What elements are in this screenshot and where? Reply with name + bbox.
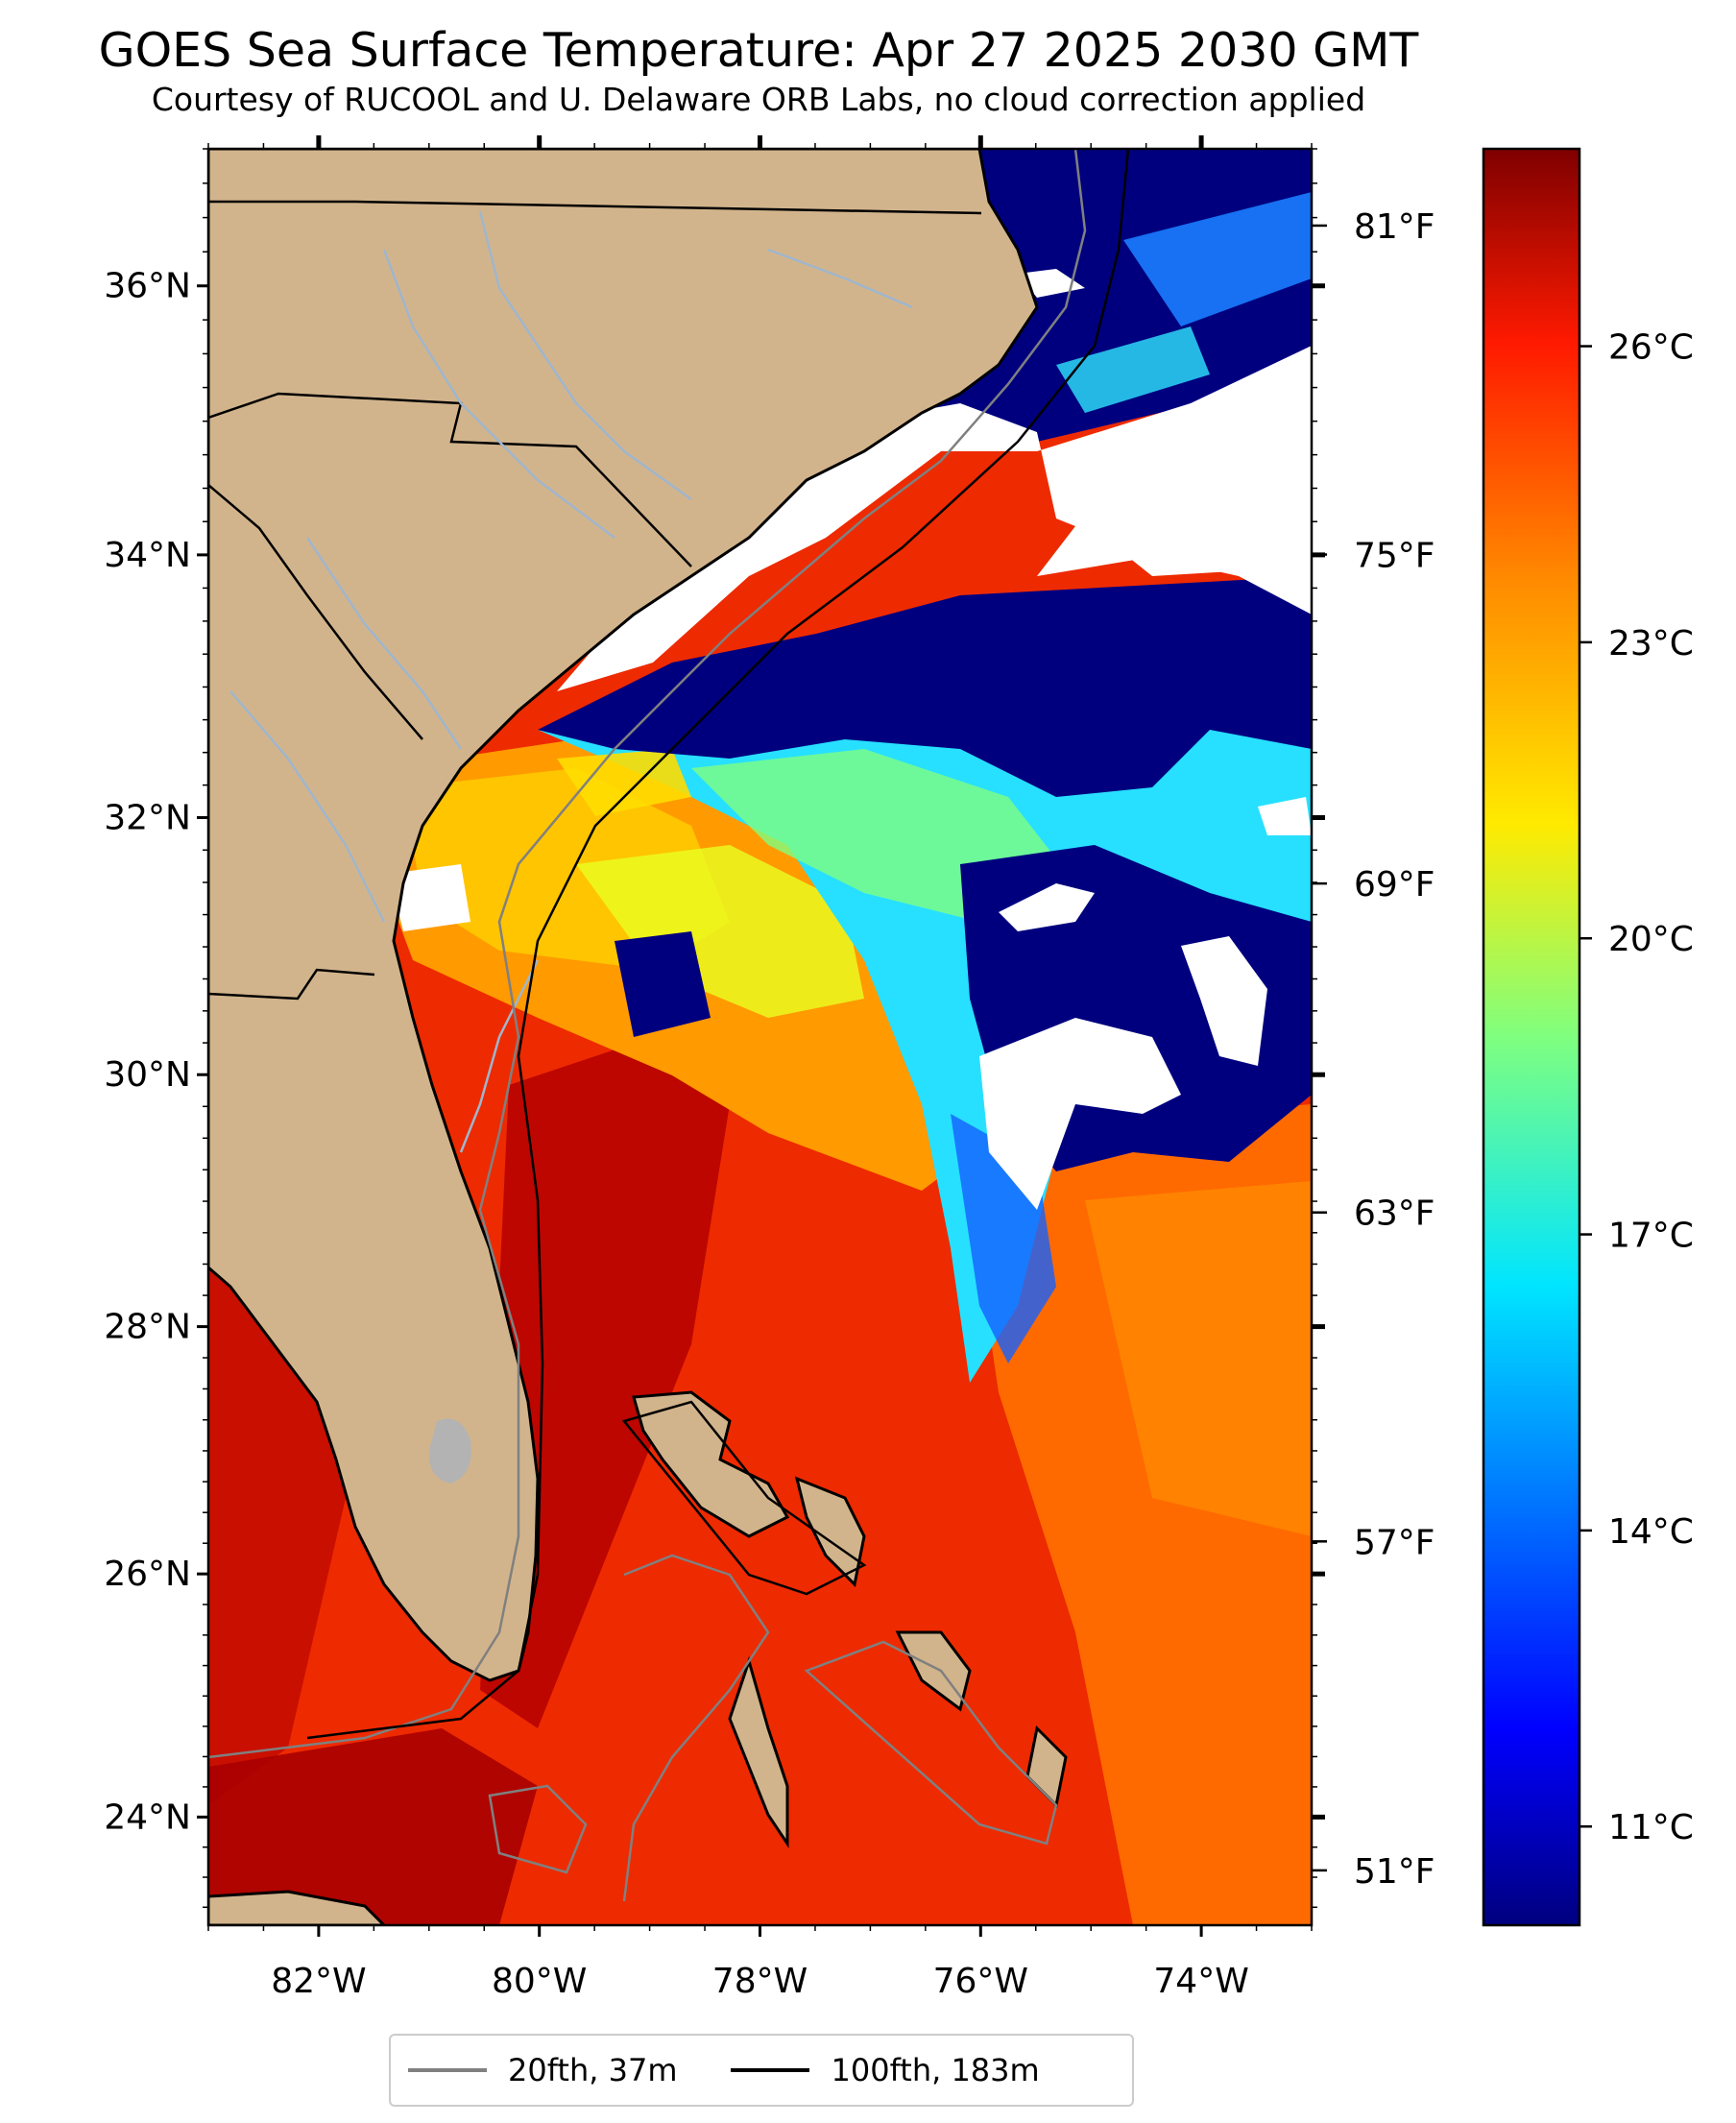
legend-item-100fth: 100fth, 183m — [731, 2052, 1040, 2088]
lon-tick-label: 82°W — [271, 1962, 366, 2001]
map-panel — [208, 149, 1312, 1925]
lon-tick-label: 76°W — [933, 1962, 1028, 2001]
colorbar-tick-label: 23°C — [1608, 624, 1694, 663]
lat-tick-label: 30°N — [104, 1055, 191, 1095]
lon-tick-label: 74°W — [1153, 1962, 1248, 2001]
colorbar — [1482, 147, 1581, 1927]
fahrenheit-tick-label: 75°F — [1354, 537, 1435, 576]
lat-tick-label: 26°N — [104, 1555, 191, 1594]
colorbar-tick-label: 14°C — [1608, 1512, 1694, 1552]
legend-label-20fth: 20fth, 37m — [508, 2052, 678, 2088]
fahrenheit-tick-label: 57°F — [1354, 1523, 1435, 1562]
fahrenheit-axis: 81°F 75°F 69°F 63°F 57°F 51°F — [1312, 207, 1435, 1892]
colorbar-tick-label: 20°C — [1608, 920, 1694, 959]
legend-item-20fth: 20fth, 37m — [408, 2052, 677, 2088]
colorbar-tick-label: 11°C — [1608, 1808, 1694, 1847]
isobath-legend: 20fth, 37m 100fth, 183m — [389, 2034, 1134, 2107]
colorbar-tick-label: 17°C — [1608, 1217, 1694, 1256]
colorbar-tick-label: 26°C — [1608, 328, 1694, 368]
fahrenheit-tick-label: 81°F — [1354, 207, 1435, 247]
map-subtitle: Courtesy of RUCOOL and U. Delaware ORB L… — [151, 81, 1366, 118]
lat-tick-label: 32°N — [104, 799, 191, 838]
lon-tick-label: 78°W — [712, 1962, 808, 2001]
lon-tick-label: 80°W — [492, 1962, 587, 2001]
fahrenheit-tick-label: 63°F — [1354, 1194, 1435, 1234]
legend-label-100fth: 100fth, 183m — [831, 2052, 1040, 2088]
latitude-axis: 36°N 34°N 32°N 30°N 28°N 26°N 24°N — [104, 148, 1325, 1909]
lat-tick-label: 28°N — [104, 1308, 191, 1347]
lat-tick-label: 24°N — [104, 1797, 191, 1837]
fahrenheit-tick-label: 51°F — [1354, 1852, 1435, 1892]
legend-swatch-black — [731, 2068, 810, 2072]
longitude-axis: 82°W 80°W 78°W 76°W 74°W — [207, 135, 1313, 2001]
legend-swatch-gray — [408, 2068, 487, 2072]
lat-tick-label: 34°N — [104, 536, 191, 575]
colorbar-axis: 11°C 14°C 17°C 20°C 23°C 26°C — [1579, 328, 1694, 1847]
fahrenheit-tick-label: 69°F — [1354, 865, 1435, 905]
map-title: GOES Sea Surface Temperature: Apr 27 202… — [98, 23, 1419, 78]
lat-tick-label: 36°N — [104, 267, 191, 306]
